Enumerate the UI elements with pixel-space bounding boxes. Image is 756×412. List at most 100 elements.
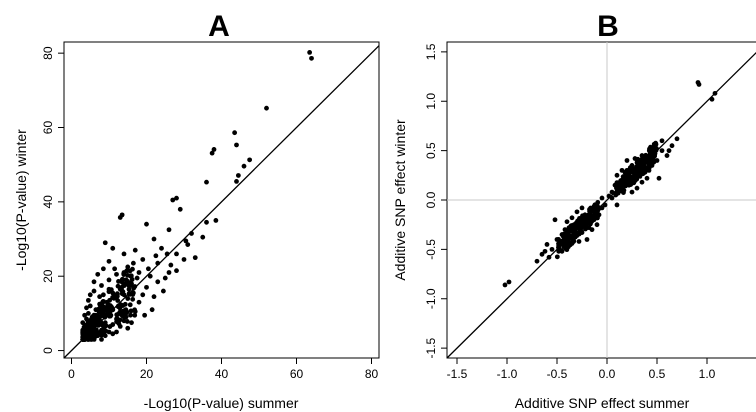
panel-a-data-point: [84, 305, 89, 311]
panel-a-data-point: [114, 271, 119, 277]
panel-a-data-point: [209, 150, 215, 156]
panel-a-data-point: [189, 231, 194, 236]
panel-b-data-point: [614, 172, 620, 178]
panel-b-data-point: [559, 248, 565, 253]
panel-b-x-tick-label: 0.0: [599, 367, 616, 381]
panel-a-data-point: [151, 236, 157, 242]
panel-b-data-point: [614, 202, 620, 208]
panel-a-data-point: [234, 179, 239, 184]
panel-a-y-tick-label: 60: [41, 121, 55, 135]
panel-a-data-point: [151, 294, 157, 300]
panel-a-data-point: [241, 163, 247, 169]
panel-b-data-point: [656, 175, 662, 181]
panel-a-data-point: [115, 283, 121, 289]
panel-b-data-point: [579, 224, 585, 230]
panel-a-data-point: [95, 313, 101, 319]
panel-a-data-point: [132, 312, 138, 318]
panel-b-data-point: [574, 209, 580, 215]
panel-b-data-point: [571, 238, 577, 244]
panel-a-x-axis-label: -Log10(P-value) summer: [144, 395, 299, 411]
panel-b-data-point: [544, 242, 550, 247]
panel-b-data-point: [502, 282, 508, 288]
panel-a-x-tick-label: 60: [290, 367, 304, 381]
panel-a-data-point: [185, 242, 191, 248]
panel-a-data-point: [126, 283, 132, 289]
panel-a-data-point: [174, 268, 179, 274]
panel-b-data-point: [539, 251, 545, 257]
panel-b-data-point: [635, 167, 640, 173]
panel-b-y-tick-label: 1.0: [424, 93, 438, 110]
panel-a-data-point: [95, 271, 101, 277]
panel-b-data-point: [624, 158, 630, 163]
panel-a-data-point: [87, 303, 93, 309]
panel-a-data-point: [106, 277, 112, 283]
panel-b-data-point: [546, 254, 552, 260]
panel-a-data-point: [128, 273, 134, 279]
panel-b-y-tick-label: 0.0: [424, 191, 438, 208]
panel-a-data-point: [168, 262, 174, 268]
panel-b-data-point: [646, 161, 652, 166]
panel-b-data-point: [593, 210, 598, 216]
panel-a-data-point: [170, 197, 176, 203]
panel-b-data-point: [572, 226, 578, 232]
panel-a-data-point: [174, 251, 179, 257]
panel-a-data-point: [153, 253, 159, 259]
panel-a-data-point: [99, 283, 104, 288]
panel-a-x-tick-label: 0: [68, 367, 75, 381]
panel-a-data-point: [132, 284, 138, 289]
panel-a-data-point: [145, 266, 151, 272]
panel-a-data-point: [115, 298, 121, 303]
panel-b-data-point: [565, 232, 571, 238]
panel-b-data-point: [709, 96, 715, 102]
panel-b-x-tick-label: -1.0: [497, 367, 518, 381]
panel-a-data-point: [82, 312, 88, 318]
panel-a-data-point: [80, 337, 86, 342]
panel-a-data-point: [130, 260, 136, 266]
panel-a-data-point: [118, 302, 124, 308]
panel-a-y-tick-label: 0: [41, 347, 55, 354]
panel-a-data-point: [136, 299, 142, 305]
panel-a-data-point: [87, 333, 93, 339]
panel-a-data-point: [100, 304, 106, 309]
panel-b-data-point: [623, 172, 629, 177]
panel-b-data-point: [596, 205, 602, 211]
panel-a-data-point: [121, 251, 127, 257]
panel-b-data-point: [696, 82, 702, 87]
panel-a-data-point: [121, 272, 127, 277]
panel-b-data-point: [579, 205, 585, 211]
panel-a-data-point: [123, 277, 129, 283]
panel-b-y-tick-label: 1.5: [424, 43, 438, 60]
panel-b-data-point: [549, 246, 555, 252]
panel-a-data-point: [192, 255, 198, 261]
panel-a-data-point: [264, 105, 269, 111]
panel-b-x-tick-label: 0.5: [649, 367, 666, 381]
panel-b-data-point: [534, 258, 540, 264]
panel-a-data-point: [87, 292, 93, 298]
panel-b-data-point: [575, 218, 581, 224]
panel-b-data-point: [666, 148, 672, 154]
panel-a-ticks: 0 20 40 60 80 0 20 40 60 80: [41, 46, 378, 381]
panel-a-data-point: [91, 288, 97, 294]
panel-b-scatter: B -1.5 -1.0 -0.5 0.0 0.5 1.0 -1.5 -1.0 -0.5 0.0 0.…: [392, 10, 756, 411]
panel-b-data-point: [588, 215, 594, 221]
panel-a-data-point: [90, 317, 96, 323]
panel-a-data-point: [130, 296, 136, 302]
panel-a-data-point: [307, 50, 313, 55]
panel-b-data-point: [506, 279, 512, 285]
panel-a-data-point: [119, 312, 125, 318]
panel-a-data-point: [234, 142, 239, 148]
panel-a-data-point: [213, 218, 219, 223]
panel-a-data-point: [91, 279, 97, 285]
panel-b-data-point: [588, 221, 593, 227]
panel-b-data-point: [542, 248, 548, 254]
panel-b-data-point: [583, 224, 589, 230]
panel-a-data-point: [130, 266, 135, 272]
panel-a-data-point: [107, 324, 113, 329]
panel-a-data-point: [91, 312, 97, 318]
panel-a-data-point: [89, 336, 95, 342]
panel-a-data-point: [181, 257, 187, 262]
panel-b-data-point: [639, 162, 645, 168]
panel-a-data-point: [164, 251, 170, 257]
panel-b-data-point: [659, 138, 665, 144]
panel-b-data-point: [659, 148, 665, 154]
